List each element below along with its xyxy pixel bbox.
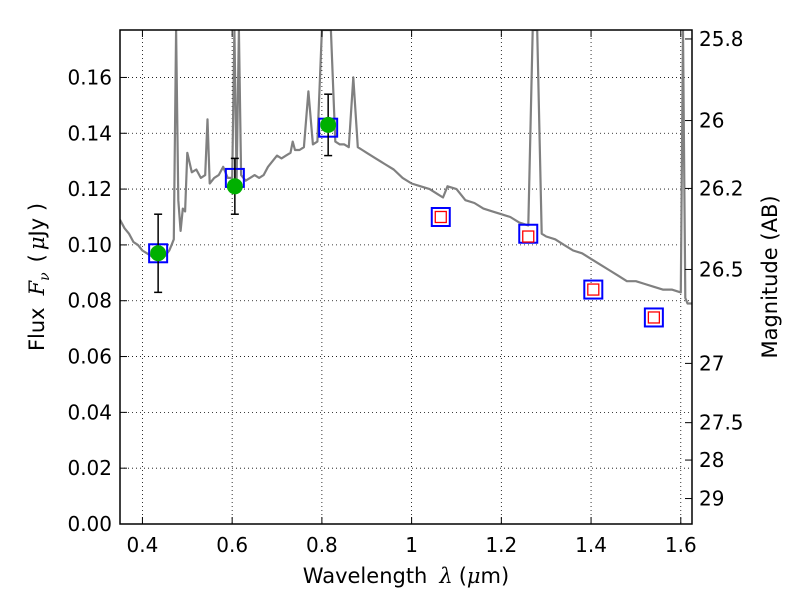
x-tick-label: 1 bbox=[405, 533, 418, 557]
x-tick-label: 0.6 bbox=[216, 533, 248, 557]
y-tick-label: 0.12 bbox=[67, 177, 112, 201]
observed-photometry-point bbox=[150, 245, 167, 262]
x-axis-ticks: 0.4 0.6 0.8 1 1.2 1.4 1.6 bbox=[127, 30, 697, 557]
y-axis-ticks: 0.00 0.02 0.04 0.06 0.08 0.10 0.12 0.14 0.16 bbox=[67, 65, 127, 536]
y-tick-label: 0.10 bbox=[67, 233, 112, 257]
photometry-layer bbox=[148, 93, 664, 328]
model-photometry-square bbox=[643, 307, 664, 328]
model-sed-line bbox=[120, 30, 692, 305]
y-tick-label: 0.04 bbox=[67, 400, 112, 424]
magnitude-axis-label: Magnitude (AB) bbox=[758, 195, 782, 358]
model-sed-layer bbox=[120, 30, 692, 305]
x-axis-label: Wavelength λ (μm) bbox=[303, 564, 509, 588]
x-tick-label: 0.4 bbox=[127, 533, 159, 557]
red-estimate-square bbox=[434, 210, 447, 224]
plot-frame bbox=[119, 29, 693, 525]
x-tick-label: 1.2 bbox=[485, 533, 517, 557]
grid-lines bbox=[120, 30, 692, 525]
magnitude-tick-label: 29 bbox=[699, 487, 724, 511]
y-tick-label: 0.08 bbox=[67, 289, 112, 313]
magnitude-axis-ticks: 25.8 26 26.2 26.5 27 27.5 28 29 bbox=[685, 27, 744, 511]
magnitude-tick-label: 27 bbox=[699, 351, 724, 375]
y-tick-label: 0.00 bbox=[67, 512, 112, 536]
red-estimate-square bbox=[647, 311, 661, 324]
x-tick-label: 1.4 bbox=[575, 533, 607, 557]
x-tick-label: 1.6 bbox=[665, 533, 697, 557]
observed-photometry-point bbox=[226, 178, 243, 195]
y-tick-label: 0.16 bbox=[67, 65, 112, 89]
x-tick-label: 0.8 bbox=[306, 533, 338, 557]
magnitude-tick-label: 25.8 bbox=[699, 27, 744, 51]
red-estimate-square bbox=[587, 283, 600, 296]
magnitude-tick-label: 27.5 bbox=[699, 411, 744, 435]
y-tick-label: 0.06 bbox=[67, 345, 112, 369]
y-axis-label: FluxFν(μJy ) bbox=[25, 203, 53, 351]
magnitude-tick-label: 28 bbox=[699, 448, 724, 472]
model-photometry-square bbox=[518, 223, 539, 244]
y-tick-label: 0.14 bbox=[67, 121, 112, 145]
observed-photometry-point bbox=[320, 116, 337, 133]
magnitude-tick-label: 26.5 bbox=[699, 257, 744, 281]
red-estimate-square bbox=[522, 230, 535, 243]
magnitude-tick-label: 26 bbox=[699, 109, 724, 133]
model-photometry-square bbox=[430, 206, 451, 227]
y-tick-label: 0.02 bbox=[67, 456, 112, 480]
model-photometry-square bbox=[583, 279, 604, 300]
magnitude-tick-label: 26.2 bbox=[699, 176, 744, 200]
